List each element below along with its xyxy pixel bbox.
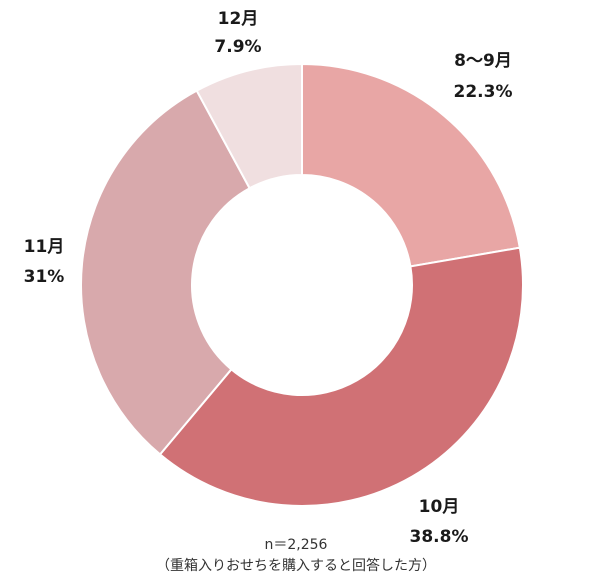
sample-size-note: n＝2,256 [265, 537, 328, 553]
slice-value-label: 7.9% [214, 37, 261, 57]
donut-slices [80, 62, 524, 507]
respondent-condition-note: （重箱入りおせちを購入すると回答した方） [156, 557, 436, 574]
slice-dec [195, 62, 303, 190]
slice-category-label: 12月 [218, 9, 259, 29]
slice-label-aug-sep: 8〜9月 22.3% [454, 51, 513, 102]
slice-label-nov: 11月 31% [24, 237, 65, 287]
slice-value-label: 22.3% [454, 82, 513, 102]
slice-category-label: 11月 [24, 237, 65, 257]
slice-nov [80, 89, 251, 456]
slice-oct [158, 246, 524, 507]
slice-value-label: 38.8% [410, 527, 469, 547]
slice-category-label: 8〜9月 [454, 51, 512, 71]
slice-label-dec: 12月 7.9% [214, 9, 261, 57]
slice-value-label: 31% [24, 267, 65, 287]
slice-category-label: 10月 [419, 497, 460, 517]
slice-label-oct: 10月 38.8% [410, 497, 469, 547]
slice-aug-sep [301, 62, 521, 268]
